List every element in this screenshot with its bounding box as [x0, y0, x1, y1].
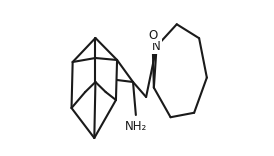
Text: NH₂: NH₂	[125, 120, 147, 134]
Text: N: N	[152, 40, 161, 53]
Text: O: O	[148, 29, 157, 42]
